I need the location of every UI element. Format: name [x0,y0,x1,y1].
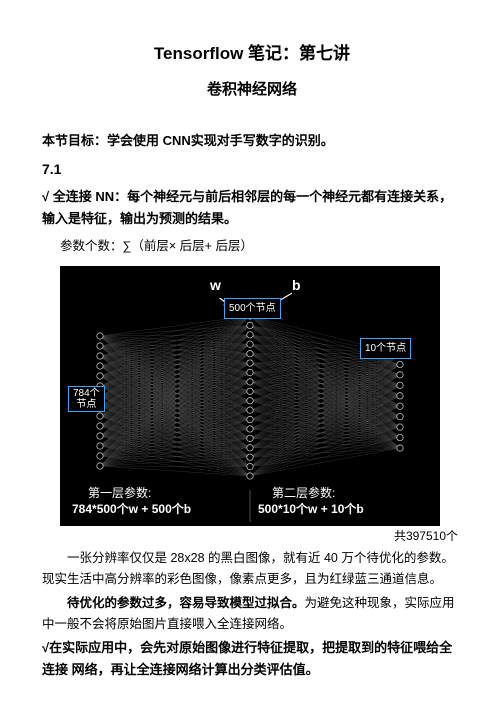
section-goal: 本节目标：学会使用 CNN实现对手写数字的识别。 [42,130,462,152]
fc-definition: √ 全连接 NN：每个神经元与前后相邻层的每一个神经元都有连接关系，输入是特征，… [42,186,462,230]
layer2-param-text: 500*10个w + 10个b [258,499,364,519]
layer2-label: 10个节点 [360,338,411,359]
body-text-3: √在实际应用中，会先对原始图像进行特征提取，把提取到的特征喂给全连接 网络，再让… [42,637,462,681]
nn-diagram: 784个节点 500个节点 10个节点 w b 第一层参数: 784*500个w… [60,266,440,526]
body-text-1: 一张分辨率仅仅是 28x28 的黑白图像，就有近 40 万个待优化的参数。现实生… [42,548,462,591]
page-title: Tensorflow 笔记：第七讲 [42,40,462,69]
body-text-2: 待优化的参数过多，容易导致模型过拟合。为避免这种现象，实际应用中一般不会将原始图… [42,593,462,636]
page-subtitle: 卷积神经网络 [42,77,462,103]
total-params: 共397510个 [42,526,458,546]
layer1-param-text: 784*500个w + 500个b [72,499,191,519]
layer1-label: 500个节点 [224,298,281,319]
emphasis-overfit: 待优化的参数过多，容易导致模型过拟合。 [67,596,305,610]
layer0-label: 784个节点 [68,386,105,412]
w-arrow-label: w [210,274,221,298]
section-number: 7.1 [42,158,462,182]
param-formula: 参数个数：∑（前层× 后层+ 后层） [60,236,462,257]
b-arrow-label: b [292,274,301,298]
